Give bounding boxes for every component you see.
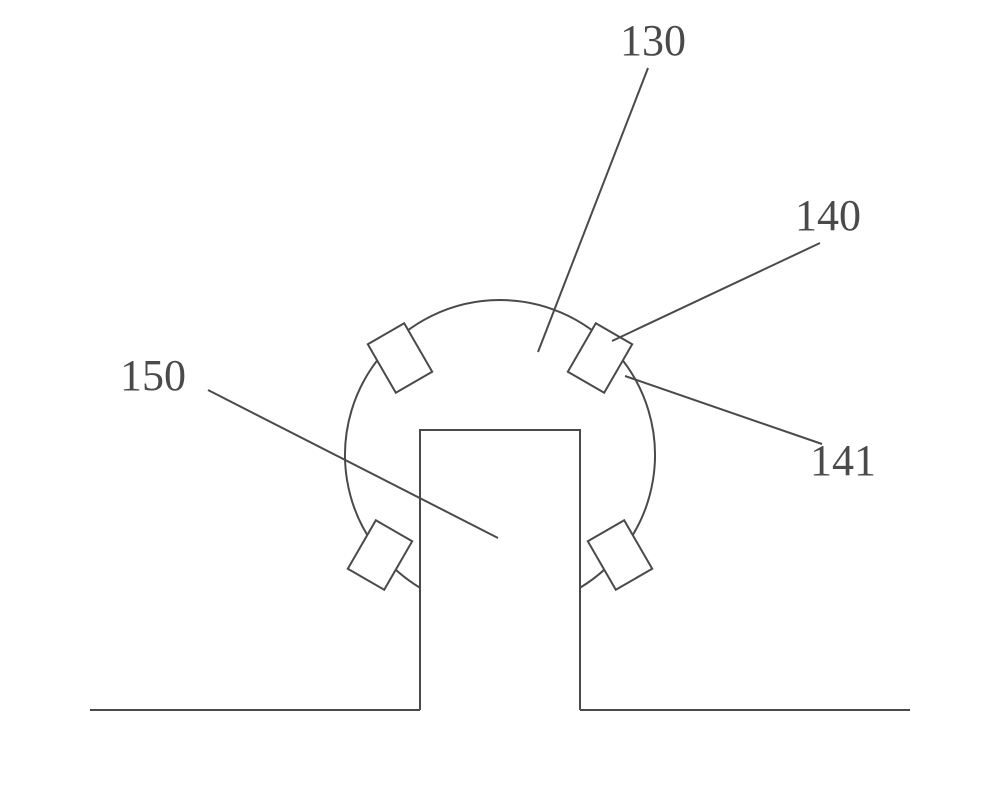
mount-box-top-left-rect <box>368 323 432 392</box>
leader-150 <box>208 390 498 538</box>
leader-140 <box>612 243 820 341</box>
mount-box-top-left <box>368 323 432 392</box>
label-150: 150 <box>120 351 186 400</box>
mount-box-top-right <box>568 323 632 392</box>
mount-box-top-right-rect <box>568 323 632 392</box>
label-141: 141 <box>810 436 876 485</box>
leader-130 <box>538 68 648 352</box>
mount-box-bottom-left-rect <box>348 520 412 589</box>
mount-box-bottom-left <box>348 520 412 589</box>
slot-rectangle <box>420 430 580 710</box>
mount-box-bottom-right-rect <box>588 520 652 589</box>
label-140: 140 <box>795 191 861 240</box>
label-130: 130 <box>620 16 686 65</box>
mount-box-bottom-right <box>588 520 652 589</box>
